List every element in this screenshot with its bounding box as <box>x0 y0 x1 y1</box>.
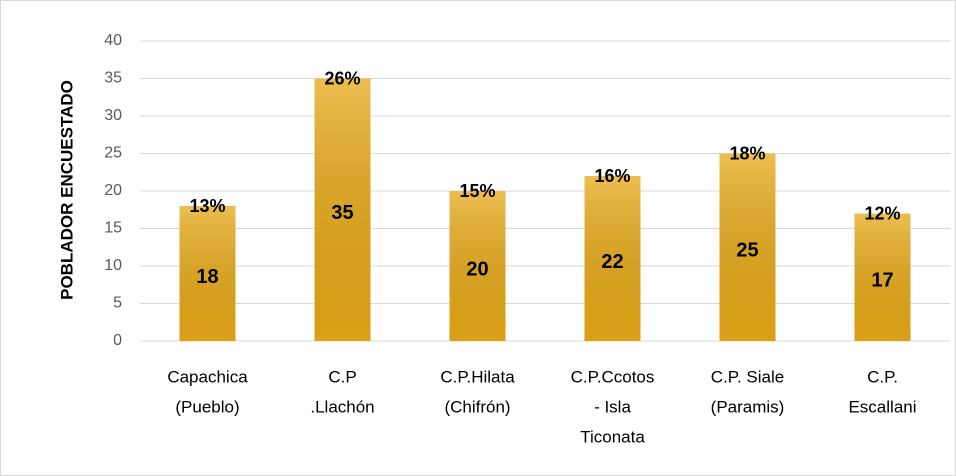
share-label: 12% <box>864 203 900 223</box>
x-tick-label: C.P.Hilata <box>440 367 515 386</box>
x-tick-label: (Pueblo) <box>175 397 239 416</box>
bar-shade <box>179 206 236 341</box>
y-tick-label: 15 <box>104 220 122 237</box>
x-tick-label: C.P <box>328 367 356 386</box>
x-tick-label: Ticonata <box>580 427 645 446</box>
x-tick-label: C.P.Ccotos <box>571 367 655 386</box>
value-label: 25 <box>736 240 758 262</box>
share-label: 13% <box>189 196 225 216</box>
x-tick-label: .Llachón <box>310 397 374 416</box>
x-tick-label: - Isla <box>594 397 631 416</box>
y-tick-label: 25 <box>104 145 122 162</box>
y-tick-label: 35 <box>104 70 122 87</box>
x-tick-label: (Chifrón) <box>444 397 510 416</box>
y-axis-label: POBLADOR ENCUESTADO <box>57 80 76 300</box>
bar-shade <box>584 176 641 341</box>
value-label: 35 <box>331 202 353 224</box>
x-tick-label: Escallani <box>848 397 916 416</box>
share-label: 26% <box>324 68 360 88</box>
y-tick-label: 5 <box>113 295 122 312</box>
value-label: 17 <box>871 270 893 292</box>
bar-shade <box>719 153 776 341</box>
x-tick-label: C.P. Siale <box>711 367 784 386</box>
y-tick-label: 20 <box>104 182 122 199</box>
bar-shade <box>854 213 911 341</box>
value-label: 20 <box>466 258 488 280</box>
share-label: 15% <box>459 181 495 201</box>
bar-shade <box>449 191 506 341</box>
y-tick-label: 0 <box>113 332 122 349</box>
share-label: 16% <box>594 166 630 186</box>
share-label: 18% <box>729 143 765 163</box>
y-tick-label: 30 <box>104 107 122 124</box>
x-tick-label: (Paramis) <box>711 397 785 416</box>
value-label: 22 <box>601 251 623 273</box>
x-tick-label: Capachica <box>167 367 248 386</box>
y-tick-label: 10 <box>104 257 122 274</box>
value-label: 18 <box>196 266 218 288</box>
x-tick-label: C.P. <box>867 367 898 386</box>
y-tick-label: 40 <box>104 32 122 49</box>
bar-shade <box>314 78 371 341</box>
